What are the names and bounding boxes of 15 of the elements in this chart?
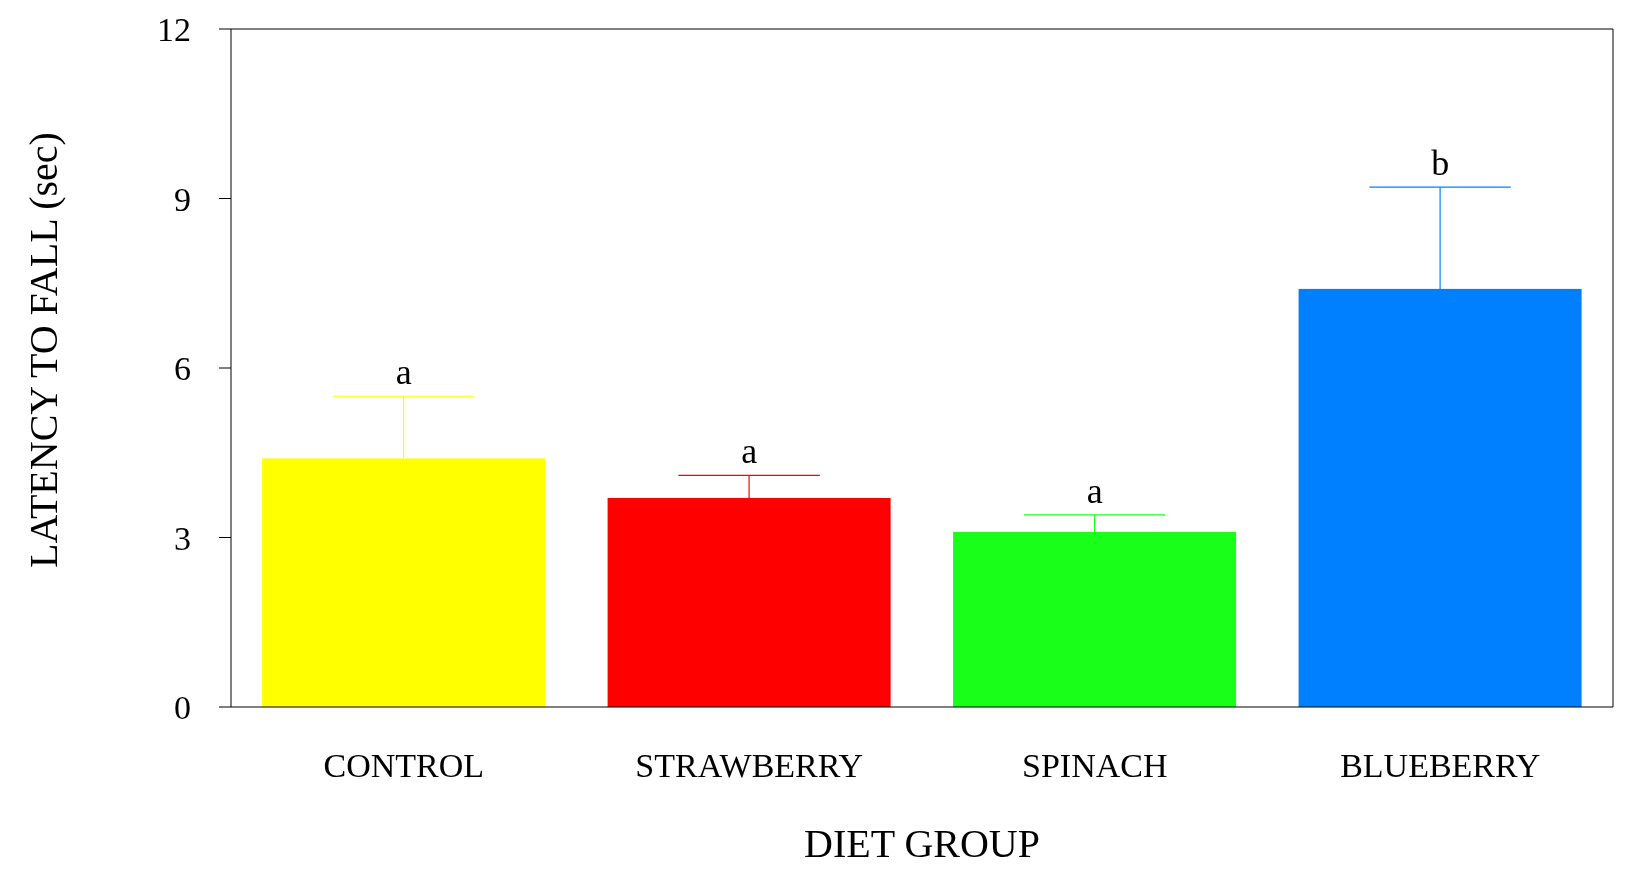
y-tick-label: 6	[174, 350, 191, 388]
annotation: a	[395, 352, 412, 393]
y-tick-label: 3	[174, 519, 191, 557]
y-axis-title: LATENCY TO FALL (sec)	[21, 132, 67, 568]
annotation: a	[1086, 470, 1103, 511]
x-axis-title: DIET GROUP	[804, 821, 1040, 866]
x-tick-label: STRAWBERRY	[635, 747, 864, 785]
x-tick-label: CONTROL	[323, 747, 485, 785]
annotation: a	[741, 431, 758, 472]
x-tick-label: SPINACH	[1022, 747, 1168, 785]
y-tick-label: 9	[174, 180, 191, 218]
x-tick-label: BLUEBERRY	[1340, 747, 1541, 785]
y-tick-label: 12	[157, 11, 191, 49]
y-tick-label: 0	[174, 689, 191, 727]
annotation: b	[1431, 143, 1450, 184]
